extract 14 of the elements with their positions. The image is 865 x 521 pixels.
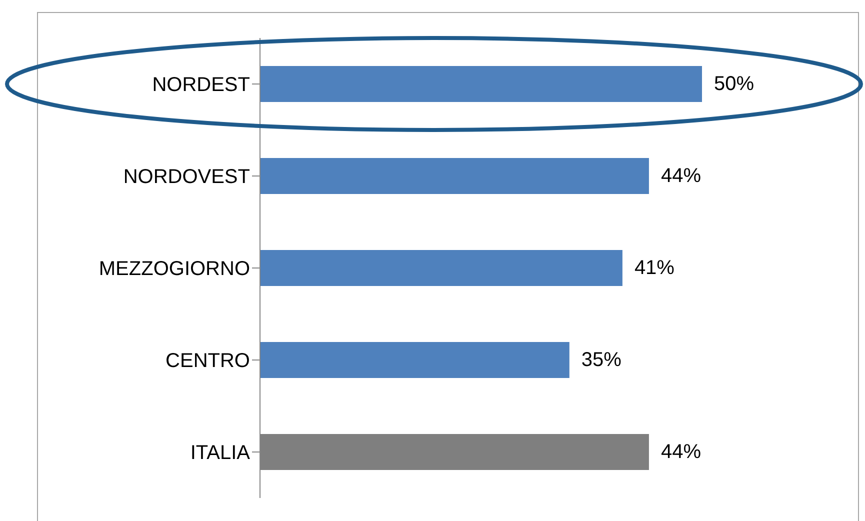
bar — [260, 250, 622, 286]
bar — [260, 66, 702, 102]
y-tick-label: NORDEST — [152, 74, 250, 96]
bar — [260, 342, 570, 378]
y-tick-label: MEZZOGIORNO — [98, 258, 250, 280]
data-label: 41% — [634, 257, 675, 279]
data-label: 44% — [660, 165, 702, 187]
y-tick-label: NORDOVEST — [123, 166, 250, 188]
data-label: 44% — [660, 441, 702, 463]
bar — [260, 158, 649, 194]
data-label: 35% — [581, 349, 622, 371]
y-tick-label: ITALIA — [190, 442, 251, 464]
data-label: 50% — [714, 73, 754, 95]
y-tick-label: CENTRO — [166, 350, 250, 372]
